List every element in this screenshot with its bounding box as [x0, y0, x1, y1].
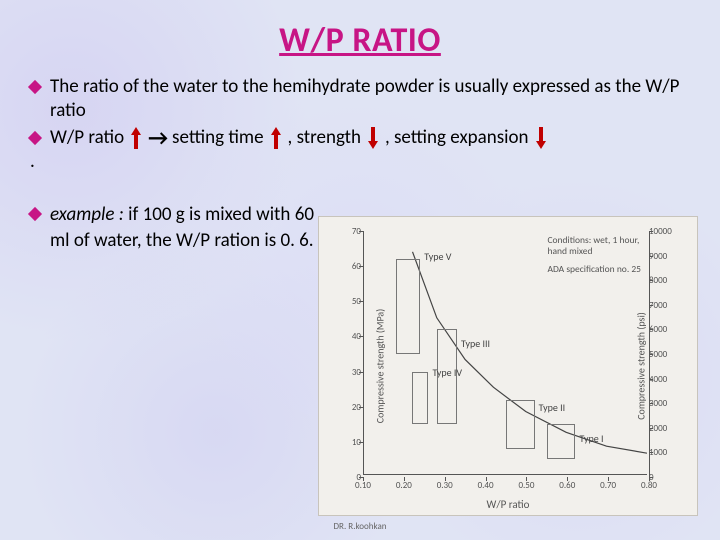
chart-type-label: Type I	[580, 432, 604, 445]
example-text: example : if 100 g is mixed with 60 ml o…	[50, 202, 320, 253]
bullet-1-text: The ratio of the water to the hemihydrat…	[50, 75, 694, 124]
chart-xtick: 0.10	[355, 480, 371, 491]
down-arrow-icon	[365, 126, 381, 150]
diamond-bullet-icon	[28, 80, 42, 94]
bullet-2-part-a: W/P ratio	[50, 126, 124, 150]
chart-type-label: Type V	[424, 250, 451, 263]
bullet-item-2: W/P ratio → setting time , strength , se…	[26, 126, 694, 150]
bullet-2-part-d: , setting expansion	[385, 126, 529, 150]
up-arrow-icon	[128, 126, 144, 150]
up-arrow-icon	[268, 126, 284, 150]
chart-xtick: 0.50	[518, 480, 534, 491]
example-label: example :	[50, 203, 124, 226]
chart-xtick: 0.20	[396, 480, 412, 491]
footer-credit: DR. R.koohkan	[334, 521, 387, 532]
page-title: W/P RATIO	[26, 20, 694, 61]
chart-type-box	[547, 424, 576, 459]
chart-xtick: 0.30	[437, 480, 453, 491]
diamond-bullet-icon	[28, 131, 42, 145]
chart-type-box	[396, 259, 421, 354]
diamond-bullet-icon	[28, 207, 42, 221]
chart-type-label: Type III	[461, 337, 490, 350]
chart-xlabel: W/P ratio	[319, 498, 697, 511]
right-arrow-icon: →	[148, 127, 168, 149]
chart-xtick: 0.40	[478, 480, 494, 491]
bullet-2-part-b: setting time	[172, 126, 263, 150]
chart-type-box	[506, 400, 535, 449]
slide-root: W/P RATIO The ratio of the water to the …	[0, 0, 720, 540]
chart-xtick: 0.70	[600, 480, 616, 491]
bullet-item-1: The ratio of the water to the hemihydrat…	[26, 75, 694, 124]
chart-type-box	[412, 372, 428, 425]
down-arrow-icon	[533, 126, 549, 150]
chart-xtick: 0.80	[641, 480, 657, 491]
chart-type-label: Type II	[539, 401, 565, 414]
bullet-2-period: .	[30, 150, 694, 174]
bullet-2-text: W/P ratio → setting time , strength , se…	[50, 126, 694, 150]
bullet-2-part-c: , strength	[288, 126, 361, 150]
wp-ratio-chart: Compressive strength (MPa) Compressive s…	[318, 216, 698, 516]
chart-xtick: 0.60	[559, 480, 575, 491]
chart-type-label: Type IV	[432, 366, 462, 379]
